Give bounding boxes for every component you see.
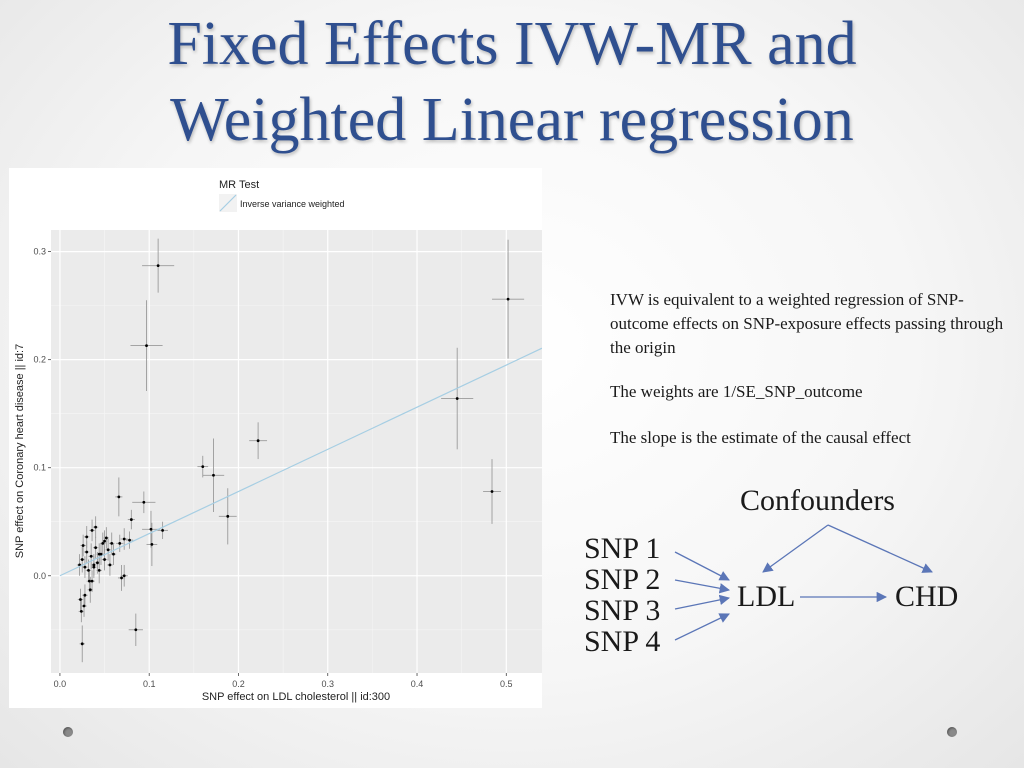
data-point (103, 558, 106, 561)
ivw-regression-line (59, 347, 542, 577)
data-point (96, 561, 99, 565)
data-point (79, 598, 82, 601)
data-point (142, 500, 146, 504)
slide-corner-dot-right (947, 727, 957, 737)
data-point (79, 610, 83, 613)
snp4-label: SNP 4 (584, 625, 661, 658)
y-tick-label: 0.3 (33, 247, 46, 257)
data-point (149, 527, 153, 531)
arrow-snp4-ldl (674, 613, 730, 641)
data-point (104, 536, 108, 540)
data-point (110, 541, 114, 545)
title-line-2: Weighted Linear regression (170, 86, 854, 154)
arrow-snp3-ldl (674, 594, 731, 610)
snp1-label: SNP 1 (584, 532, 661, 565)
data-point (97, 568, 101, 572)
data-point (145, 344, 148, 348)
ldl-label: LDL (737, 580, 796, 613)
data-point (80, 642, 84, 646)
data-point (226, 514, 230, 518)
slide-title: Fixed Effects IVW-MR and Weighted Linear… (0, 6, 1024, 158)
legend-key-line (219, 194, 237, 212)
arrow-snp1-ldl (674, 551, 730, 581)
chart-svg: MR Test Inverse variance weighted 0.0 0.1… (14, 179, 542, 703)
data-point (85, 550, 89, 554)
data-point (82, 604, 86, 608)
x-tick-label: 0.2 (232, 679, 245, 689)
data-point (120, 576, 123, 580)
data-point (94, 525, 98, 529)
data-point (506, 297, 510, 301)
scatter-chart: MR Test Inverse variance weighted 0.0 0.1… (9, 168, 542, 708)
panel-background (51, 230, 542, 673)
arrow-snp2-ldl (674, 579, 731, 594)
data-point (150, 543, 154, 546)
arrow-confounders-ldl (762, 524, 829, 573)
data-point (94, 546, 98, 550)
data-point (212, 473, 215, 477)
data-point (455, 397, 459, 400)
data-point (85, 535, 89, 539)
y-tick-label: 0.1 (33, 463, 46, 473)
data-point (122, 537, 126, 541)
legend-label: Inverse variance weighted (240, 199, 345, 209)
data-point (101, 541, 105, 545)
data-point (90, 528, 94, 532)
data-point (201, 465, 205, 469)
confounders-label: Confounders (740, 484, 895, 517)
x-tick-label: 0.3 (321, 679, 334, 689)
data-point (88, 588, 92, 592)
data-point (89, 554, 93, 558)
data-point (97, 552, 101, 556)
data-point (83, 565, 87, 569)
data-point (106, 548, 110, 552)
y-axis-label: SNP effect on Coronary heart disease || … (14, 344, 26, 558)
data-point (129, 518, 133, 521)
chd-label: CHD (895, 580, 959, 613)
x-tick-label: 0.0 (54, 679, 67, 689)
data-point (122, 574, 126, 578)
y-tick-label: 0.2 (33, 355, 46, 365)
title-line-1: Fixed Effects IVW-MR and (167, 10, 857, 78)
snp3-label: SNP 3 (584, 594, 661, 627)
legend-title: MR Test (219, 179, 259, 191)
data-point (83, 593, 87, 597)
y-tick-label: 0.0 (33, 571, 46, 581)
data-point (90, 579, 94, 583)
x-tick-label: 0.4 (411, 679, 424, 689)
plot-panel: 0.0 0.1 0.2 0.3 0.4 0.5 0.0 0.1 0.2 0.3 (33, 230, 542, 689)
arrow-confounders-chd (827, 524, 933, 573)
data-point (256, 439, 260, 443)
data-point (103, 539, 106, 543)
weights-explanation: The weights are 1/SE_SNP_outcome (610, 382, 863, 401)
data-point (112, 552, 115, 556)
data-point (117, 495, 121, 499)
ivw-explanation: IVW is equivalent to a weighted regressi… (610, 290, 1004, 357)
x-axis-label: SNP effect on LDL cholesterol || id:300 (202, 691, 390, 703)
data-point (128, 538, 131, 542)
slope-explanation: The slope is the estimate of the causal … (610, 428, 911, 447)
data-point (161, 528, 164, 532)
data-point (92, 563, 96, 567)
data-point (87, 568, 90, 572)
slide-corner-dot-left (63, 727, 73, 737)
data-point (118, 541, 122, 545)
x-tick-label: 0.5 (500, 679, 513, 689)
data-point (92, 565, 96, 569)
data-point (134, 628, 138, 632)
data-point (87, 579, 91, 583)
snp2-label: SNP 2 (584, 563, 661, 596)
data-point (81, 544, 85, 547)
data-point (80, 558, 84, 561)
data-point (108, 563, 112, 567)
data-point (490, 490, 494, 493)
x-tick-label: 0.1 (143, 679, 156, 689)
data-point (156, 264, 160, 268)
